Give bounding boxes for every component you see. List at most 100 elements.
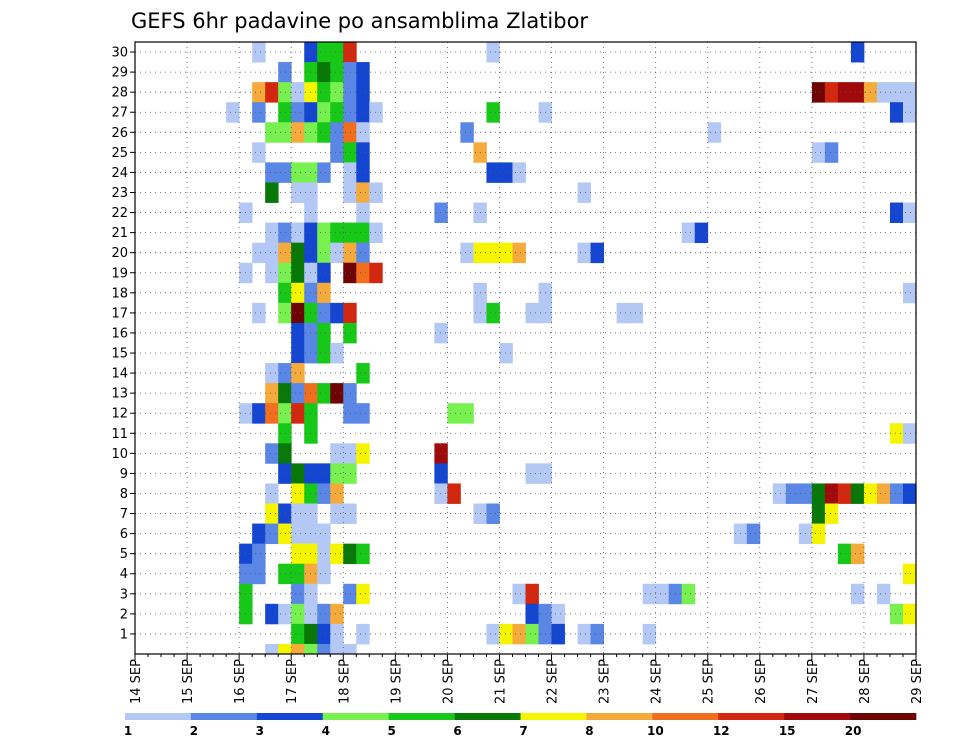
heatmap-cell [343, 302, 357, 324]
heatmap-cell [291, 403, 305, 424]
heatmap-cell [252, 102, 266, 123]
heatmap-cell [343, 503, 357, 524]
legend-swatch [718, 713, 785, 720]
heatmap-cell [265, 523, 279, 545]
heatmap-cell [486, 242, 500, 264]
heatmap-cell [291, 82, 305, 103]
heatmap-cell [434, 483, 448, 504]
heatmap-cell [525, 583, 539, 605]
heatmap-cell [343, 643, 357, 655]
heatmap-cell [278, 643, 292, 655]
heatmap-cell [577, 623, 591, 645]
heatmap-cell [330, 42, 344, 63]
legend-label: 7 [519, 724, 527, 738]
heatmap-cell [785, 483, 800, 504]
heatmap-cell [317, 543, 331, 565]
heatmap-cell [681, 222, 696, 244]
legend-swatch [322, 713, 389, 720]
heatmap-cell [252, 242, 266, 264]
legend-swatch [190, 713, 258, 720]
heatmap-cell [330, 643, 344, 655]
x-tick-label: 15 SEP [181, 659, 196, 704]
heatmap-cell [278, 222, 292, 244]
heatmap-cell [486, 623, 500, 645]
heatmap-cell [330, 483, 344, 504]
x-tick-label: 21 SEP [493, 659, 508, 704]
chart-title: GEFS 6hr padavine po ansamblima Zlatibor [131, 9, 588, 33]
heatmap-cell [512, 162, 526, 183]
x-tick-label: 24 SEP [650, 659, 665, 704]
heatmap-cell [252, 523, 266, 545]
heatmap-cell [707, 122, 722, 143]
heatmap-cell [291, 603, 305, 625]
heatmap-cell [824, 142, 839, 163]
heatmap-cell [876, 82, 891, 103]
heatmap-cell [252, 563, 266, 585]
legend-label: 8 [585, 724, 593, 738]
y-tick-label: 7 [120, 507, 128, 522]
heatmap-cell [330, 463, 344, 484]
legend-swatch [520, 713, 587, 720]
heatmap-cell [499, 342, 513, 364]
heatmap-cell [226, 102, 240, 123]
y-tick-label: 30 [111, 46, 128, 61]
heatmap-cell [291, 583, 305, 605]
y-tick-label: 5 [120, 547, 128, 562]
heatmap-cell [343, 42, 357, 63]
heatmap-cell [343, 62, 357, 83]
heatmap-cell [577, 182, 591, 203]
heatmap-cell [434, 322, 448, 344]
heatmap-cell [850, 583, 865, 605]
legend-label: 6 [453, 724, 461, 738]
heatmap-cell [330, 623, 344, 645]
y-axis: 1234567891011121314151617181920212223242… [111, 46, 135, 642]
heatmap-cell [317, 342, 331, 364]
heatmap-cell [330, 443, 344, 464]
heatmap-cell [330, 383, 344, 404]
heatmap-cell [343, 242, 357, 264]
y-tick-label: 26 [111, 126, 128, 141]
heatmap-cell [486, 302, 500, 324]
y-tick-label: 14 [111, 367, 128, 382]
heatmap-cell [811, 503, 826, 524]
legend-label: 4 [322, 724, 330, 738]
heatmap-cell [291, 162, 305, 183]
x-tick-label: 20 SEP [441, 659, 456, 704]
heatmap-cell [330, 242, 344, 264]
y-tick-label: 8 [120, 487, 128, 502]
heatmap-cell [265, 363, 279, 384]
heatmap-cell [343, 102, 357, 123]
heatmap-cell [356, 543, 370, 565]
heatmap-cell [499, 623, 513, 645]
heatmap-cell [291, 122, 305, 143]
heatmap-cell [356, 162, 370, 183]
heatmap-cell [343, 403, 357, 424]
heatmap-cell [317, 162, 331, 183]
heatmap-cell [291, 503, 305, 524]
heatmap-cell [629, 302, 644, 324]
heatmap-cell [356, 82, 370, 103]
heatmap-cell [291, 102, 305, 123]
heatmap-cell [343, 322, 357, 344]
heatmap-cell [577, 242, 591, 264]
heatmap-cell [772, 483, 787, 504]
heatmap-cell [278, 423, 292, 444]
heatmap-cell [317, 563, 331, 585]
y-tick-label: 18 [111, 286, 128, 301]
heatmap-cell [434, 443, 448, 464]
heatmap-cell [278, 403, 292, 424]
x-tick-label: 29 SEP [910, 659, 925, 704]
heatmap-cell [317, 262, 331, 284]
y-tick-label: 25 [111, 146, 128, 161]
heatmap-cell [265, 162, 279, 183]
heatmap-cell [343, 82, 357, 103]
heatmap-cell [278, 282, 292, 304]
heatmap-cell [902, 102, 917, 123]
y-tick-label: 15 [111, 347, 128, 362]
heatmap-cell [356, 62, 370, 83]
y-tick-label: 3 [120, 587, 128, 602]
heatmap-cell [343, 463, 357, 484]
heatmap-cell [343, 262, 357, 284]
legend-swatch [586, 713, 653, 720]
heatmap-cell [278, 563, 292, 585]
